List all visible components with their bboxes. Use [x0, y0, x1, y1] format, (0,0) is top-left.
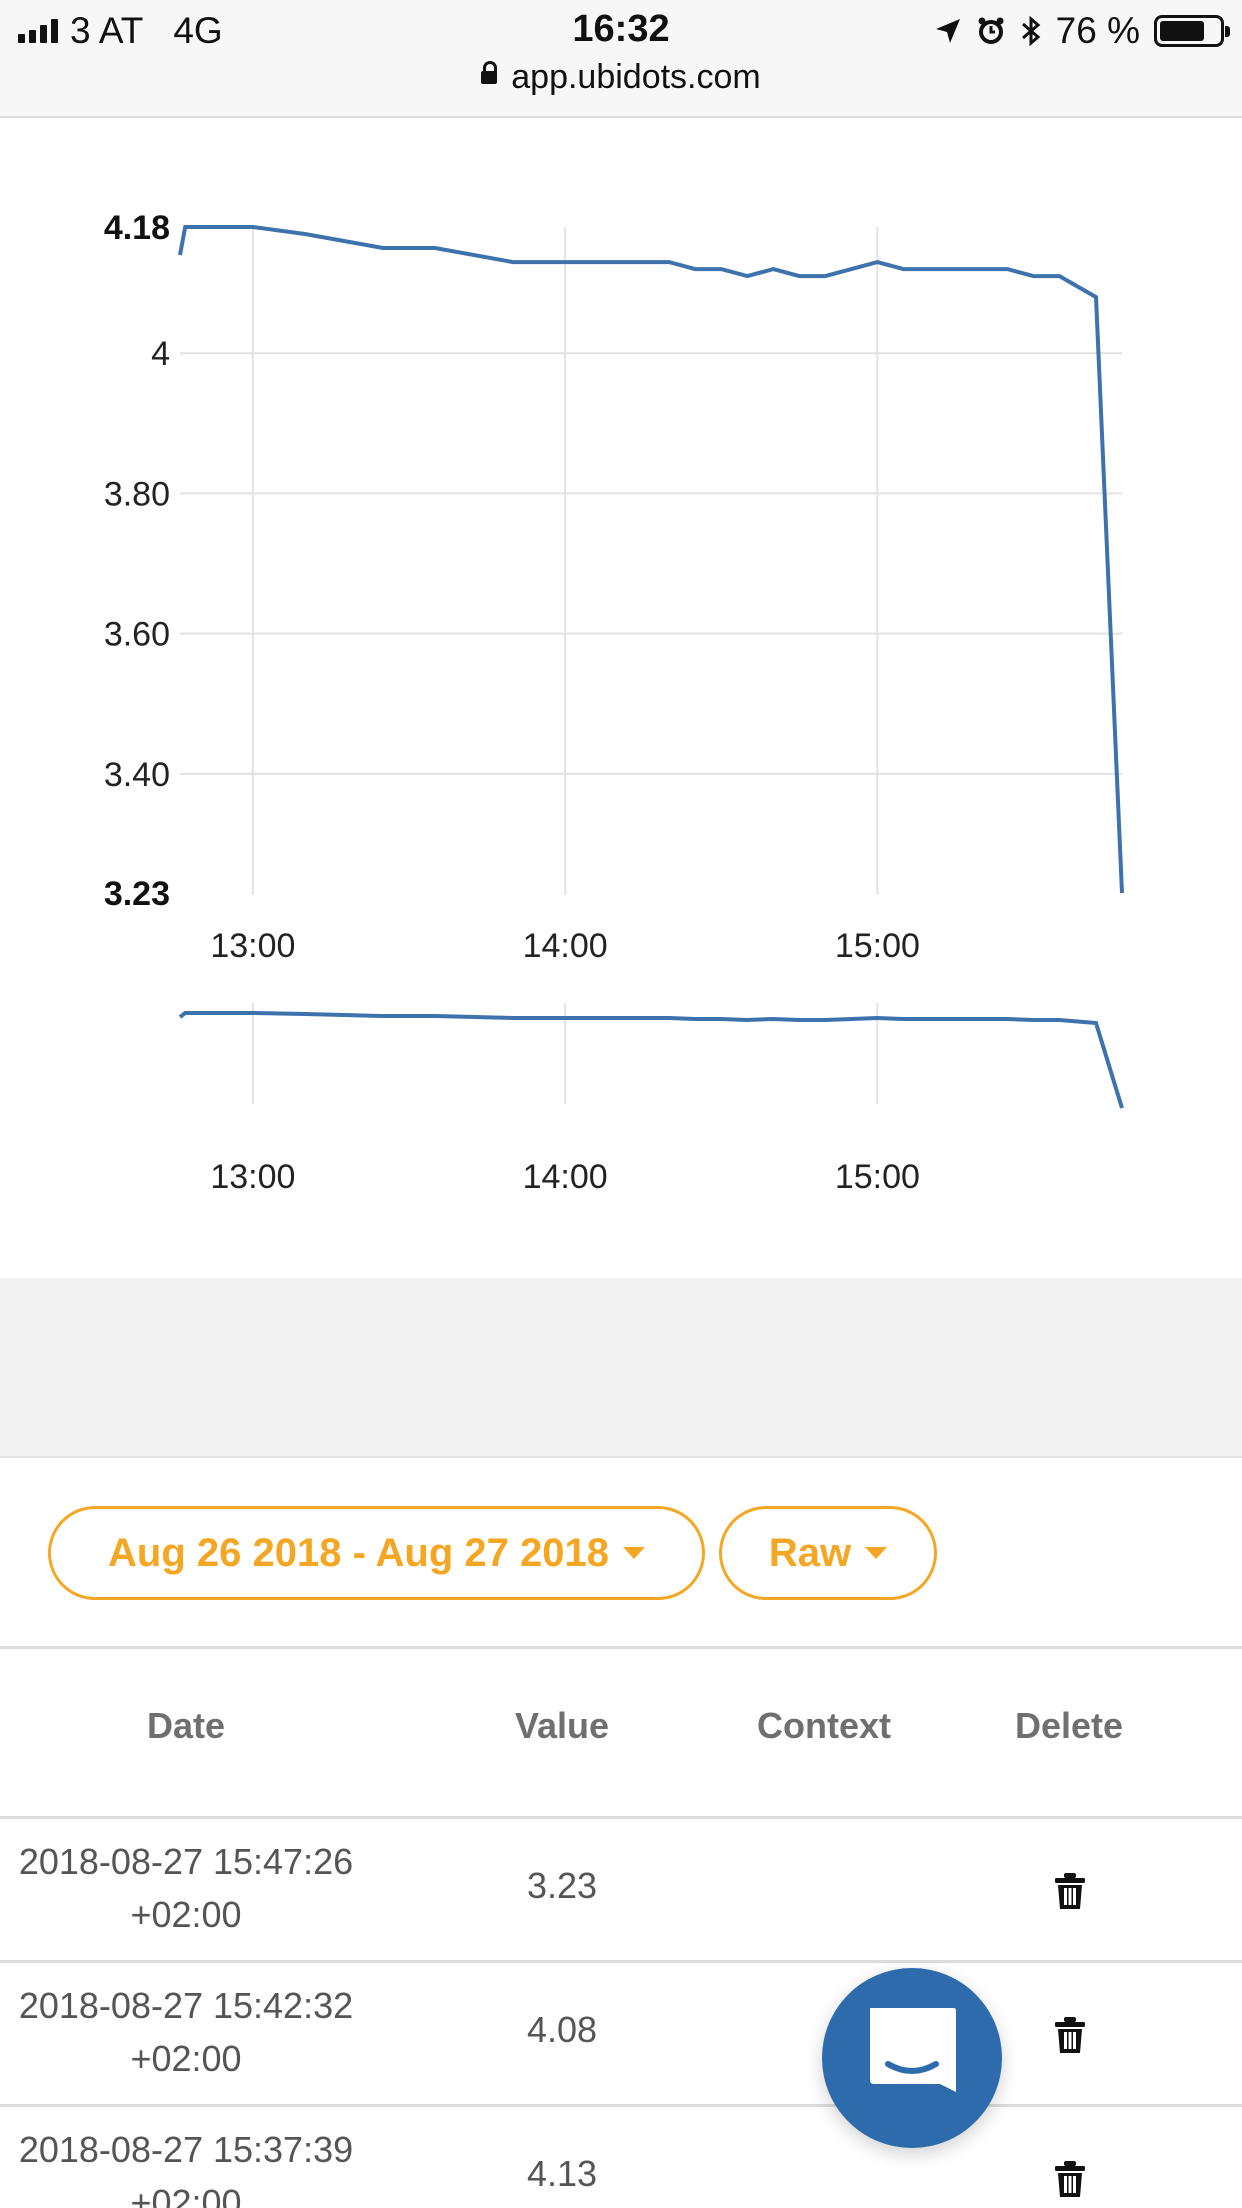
trash-icon[interactable] [1055, 2161, 1085, 2197]
x-tick-label: 13:00 [210, 927, 295, 965]
bluetooth-icon [1021, 15, 1040, 47]
carrier-name: 3 AT [70, 10, 144, 51]
y-tick-label: 3.60 [104, 616, 170, 654]
status-right: 76 % [934, 10, 1230, 52]
lock-icon [481, 60, 498, 84]
date-cell: 2018-08-27 15:42:32 +02:00 [0, 1979, 372, 2085]
status-bar: 3 AT 4G 16:32 76 % app.ubidots.com [0, 0, 1242, 118]
y-tick-label: 3.80 [104, 475, 170, 513]
main-x-tick-labels: 13:00 14:00 15:00 [210, 927, 920, 965]
main-series-line [178, 225, 1124, 894]
address-bar[interactable]: app.ubidots.com [0, 58, 1242, 97]
aggregation-dropdown[interactable]: Raw [719, 1506, 937, 1600]
chat-launcher-button[interactable] [822, 1968, 1002, 2148]
overview-x-tick-label: 13:00 [210, 1158, 295, 1196]
overview-x-tick-label: 15:00 [835, 1158, 920, 1196]
x-tick-label: 15:00 [835, 927, 920, 965]
network-type: 4G [173, 10, 223, 51]
date-range-label: Aug 26 2018 - Aug 27 2018 [108, 1530, 609, 1575]
trash-icon[interactable] [1055, 2017, 1085, 2053]
value-cell: 3.23 [526, 1865, 598, 1906]
aggregation-label: Raw [768, 1530, 852, 1575]
row-divider [0, 2104, 1242, 2107]
value-cell: 4.08 [526, 2009, 598, 2050]
location-arrow-icon [935, 19, 960, 43]
table-row: 2018-08-27 15:42:32 +02:00 4.08 [0, 1963, 1242, 2107]
table-header-divider [0, 1816, 1242, 1819]
row-divider [0, 1960, 1242, 1963]
y-tick-label: 4.18 [104, 209, 170, 247]
main-y-tick-labels: 3.23 3.40 3.60 3.80 4 4.18 [104, 209, 170, 913]
chat-bubble-icon [870, 2008, 956, 2092]
url-text: app.ubidots.com [511, 58, 761, 96]
y-tick-label: 3.23 [104, 875, 170, 913]
date-text: 2018-08-27 15:42:32 [18, 1985, 354, 2026]
battery-percent: 76 % [1055, 10, 1140, 51]
main-grid [180, 227, 1122, 895]
y-tick-label: 3.40 [104, 756, 170, 794]
clock: 16:32 [572, 8, 670, 50]
alarm-icon [978, 17, 1004, 44]
overview-line-chart[interactable]: 13:00 14:00 15:00 [178, 1003, 1124, 1196]
date-text: 2018-08-27 15:47:26 [18, 1841, 354, 1882]
signal-icon [18, 19, 58, 43]
column-header-context: Context [757, 1705, 891, 1746]
table-top-divider [0, 1646, 1242, 1649]
caret-down-icon [622, 1547, 645, 1559]
overview-x-tick-label: 14:00 [523, 1158, 608, 1196]
value-cell: 4.13 [526, 2153, 598, 2194]
section-divider [0, 1278, 1242, 1458]
status-left: 3 AT 4G [18, 10, 223, 52]
caret-down-icon [865, 1547, 888, 1559]
timezone-text: +02:00 [130, 2182, 242, 2208]
battery-icon [1154, 15, 1230, 47]
main-line-chart[interactable]: 3.23 3.40 3.60 3.80 4 4.18 13:00 14:00 15:00 [104, 209, 1124, 965]
column-header-date[interactable]: Date [146, 1705, 226, 1746]
y-tick-label: 4 [151, 335, 170, 373]
trash-icon[interactable] [1055, 1873, 1085, 1909]
table-row: 2018-08-27 15:37:39 +02:00 4.13 [0, 2107, 1242, 2208]
x-tick-label: 14:00 [523, 927, 608, 965]
overview-series-line [178, 1011, 1124, 1109]
date-cell: 2018-08-27 15:37:39 +02:00 [0, 2123, 372, 2208]
date-range-dropdown[interactable]: Aug 26 2018 - Aug 27 2018 [48, 1506, 705, 1600]
date-cell: 2018-08-27 15:47:26 +02:00 [0, 1835, 372, 1941]
column-header-delete: Delete [1014, 1705, 1124, 1746]
overview-x-tick-labels: 13:00 14:00 15:00 [210, 1158, 920, 1196]
date-text: 2018-08-27 15:37:39 [18, 2129, 354, 2170]
table-row: 2018-08-27 15:47:26 +02:00 3.23 [0, 1819, 1242, 1963]
column-header-value[interactable]: Value [514, 1705, 610, 1746]
chart-area: 3.23 3.40 3.60 3.80 4 4.18 13:00 14:00 15:00 13… [104, 209, 1124, 1196]
timezone-text: +02:00 [130, 2038, 242, 2079]
timezone-text: +02:00 [130, 1894, 242, 1935]
